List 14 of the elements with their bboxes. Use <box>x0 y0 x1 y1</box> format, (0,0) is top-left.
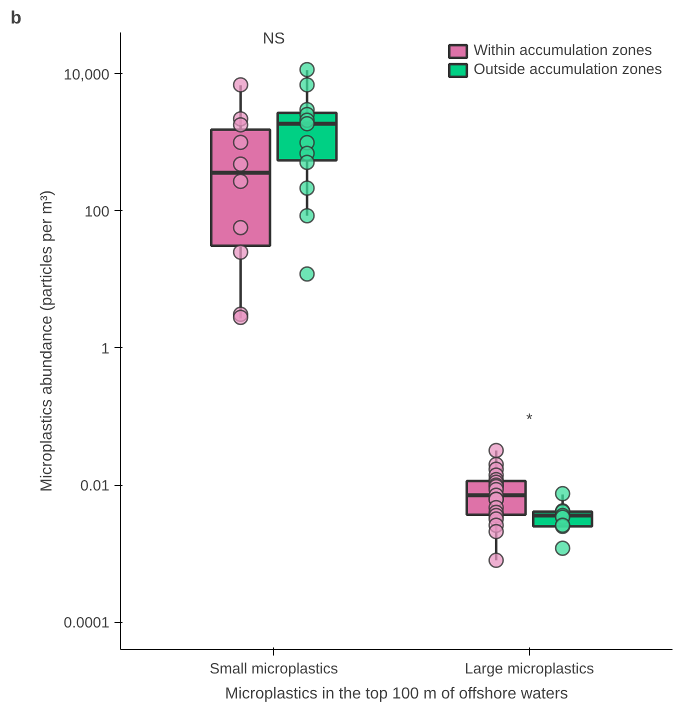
y-tick-label: 0.01 <box>80 478 110 495</box>
legend-label: Within accumulation zones <box>474 42 652 59</box>
annotation: * <box>526 411 533 428</box>
x-tick-label: Small microplastics <box>210 660 338 678</box>
x-tick-label: Large microplastics <box>464 660 594 678</box>
y-axis-title: Microplastics abundance (particles per m³) <box>38 190 56 492</box>
y-tick-label: 0.0001 <box>64 614 110 632</box>
y-tick-label: 10,000 <box>64 66 110 84</box>
text: b <box>10 8 22 28</box>
annotation: NS <box>262 30 285 48</box>
y-tick-label: 100 <box>84 203 110 220</box>
x-axis-title: Microplastics in the top 100 m of offshore waters <box>225 686 568 702</box>
y-tick-label: 1 <box>101 340 110 358</box>
legend-label: Outside accumulation zones <box>474 61 662 78</box>
